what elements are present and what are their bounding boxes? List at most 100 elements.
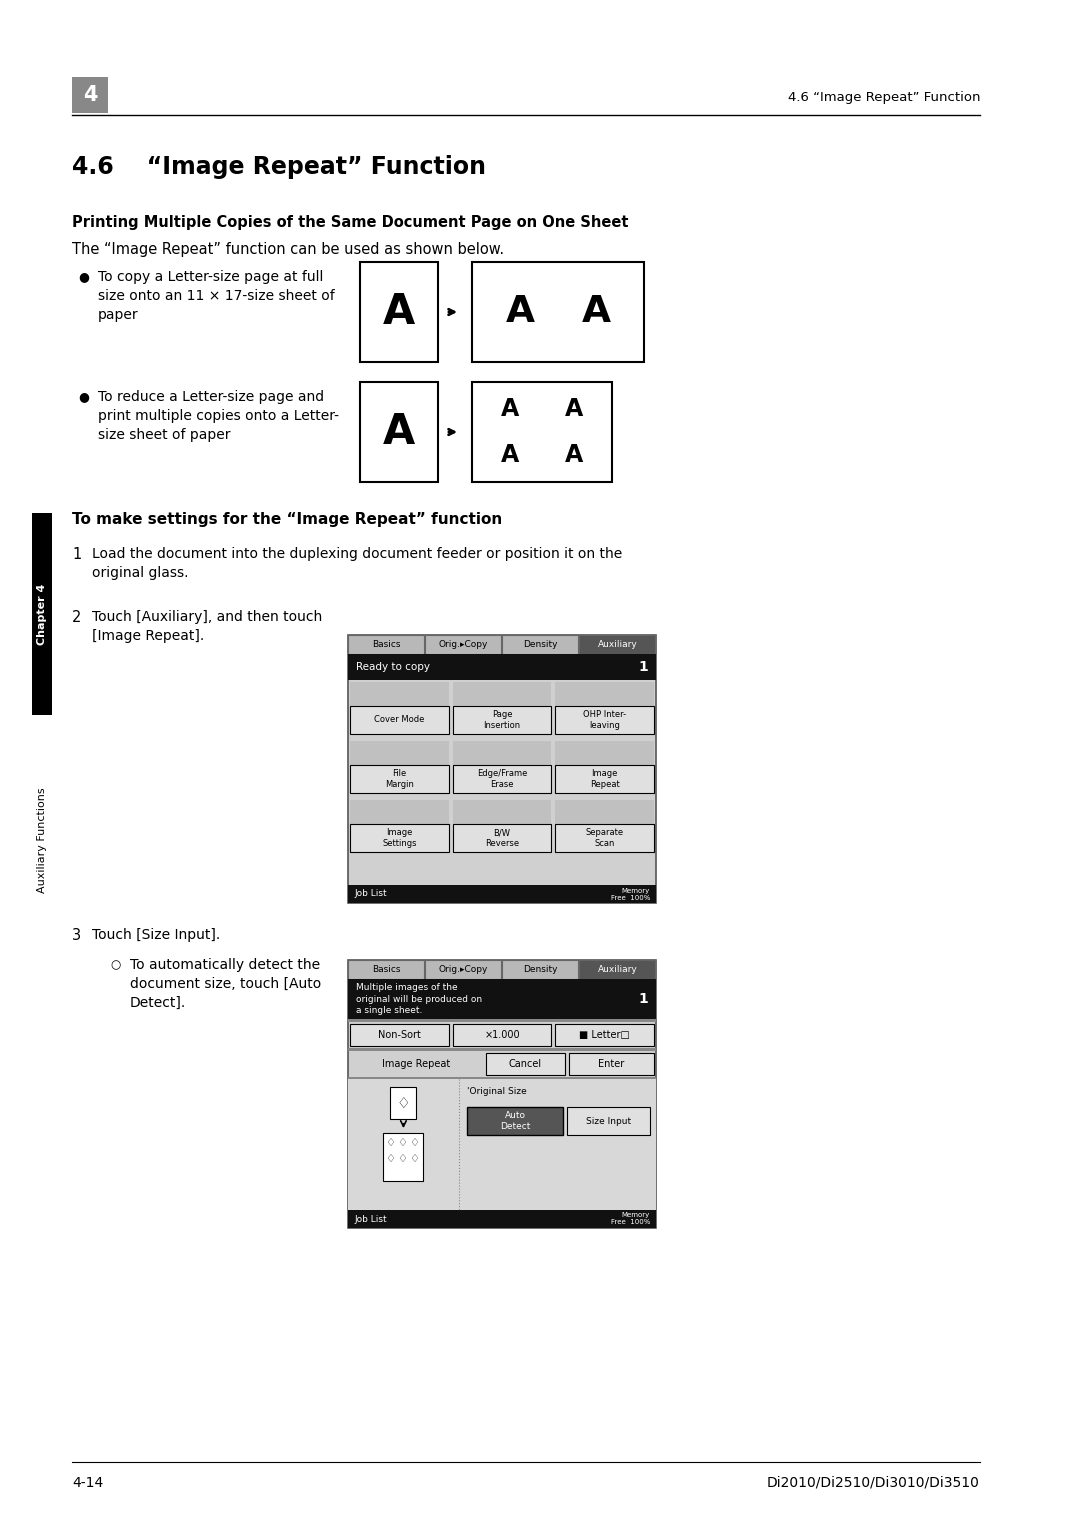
Bar [567,1106,650,1135]
Bar [453,1024,551,1047]
Text: Edge/Frame
Erase: Edge/Frame Erase [476,769,527,788]
Bar [348,654,656,680]
Text: To copy a Letter-size page at full
size onto an 11 × 17-size sheet of
paper: To copy a Letter-size page at full size … [98,270,335,322]
Bar [555,741,654,766]
Bar [459,1079,656,1210]
Text: ♢: ♢ [397,1154,407,1164]
Bar [453,741,551,766]
Text: Load the document into the duplexing document feeder or position it on the
origi: Load the document into the duplexing doc… [92,547,622,581]
Text: Image
Repeat: Image Repeat [590,769,620,788]
Text: ●: ● [78,390,89,403]
Text: ♢: ♢ [396,1096,410,1111]
Text: Image Repeat: Image Repeat [381,1059,450,1070]
Text: 4: 4 [83,86,97,105]
Bar [348,960,656,1229]
Text: Density: Density [523,640,557,649]
Text: Cover Mode: Cover Mode [374,715,424,724]
Bar [348,636,424,654]
Bar [348,960,424,979]
Bar [555,801,654,824]
Bar [72,76,108,113]
Text: A: A [505,293,535,330]
Bar [453,801,551,824]
Bar [555,1024,654,1047]
Text: ♢: ♢ [386,1154,395,1164]
Text: A: A [565,443,583,468]
Text: Touch [Auxiliary], and then touch
[Image Repeat].: Touch [Auxiliary], and then touch [Image… [92,610,322,643]
Text: A: A [581,293,610,330]
Bar [350,1024,448,1047]
Text: Chapter 4: Chapter 4 [37,584,48,645]
Text: Memory
Free  100%: Memory Free 100% [610,888,650,900]
Bar [453,766,551,793]
Text: Density: Density [523,966,557,973]
Text: OHP Inter-
leaving: OHP Inter- leaving [583,711,626,730]
Text: A: A [565,397,583,422]
Bar [472,382,612,481]
Bar [486,1053,565,1076]
Text: ♢: ♢ [409,1154,419,1164]
Text: Image
Settings: Image Settings [382,828,417,848]
Text: To make settings for the “Image Repeat” function: To make settings for the “Image Repeat” … [72,512,502,527]
Text: The “Image Repeat” function can be used as shown below.: The “Image Repeat” function can be used … [72,241,504,257]
Text: 2: 2 [72,610,81,625]
Bar [348,1210,656,1229]
Bar [426,636,501,654]
Bar [350,824,448,853]
Bar [453,824,551,853]
Text: File
Margin: File Margin [384,769,414,788]
Text: Non-Sort: Non-Sort [378,1030,421,1041]
Text: 'Original Size: 'Original Size [467,1086,527,1096]
Text: B/W
Reverse: B/W Reverse [485,828,519,848]
Bar [569,1053,654,1076]
Text: 4-14: 4-14 [72,1476,104,1490]
Bar [502,636,578,654]
Bar [348,979,656,1019]
Bar [555,824,654,853]
Text: ●: ● [78,270,89,283]
Text: Touch [Size Input].: Touch [Size Input]. [92,927,220,941]
Text: ♢: ♢ [397,1138,407,1148]
Text: ×1.000: ×1.000 [484,1030,519,1041]
Text: To reduce a Letter-size page and
print multiple copies onto a Letter-
size sheet: To reduce a Letter-size page and print m… [98,390,339,442]
Text: Di2010/Di2510/Di3010/Di3510: Di2010/Di2510/Di3010/Di3510 [767,1476,980,1490]
Text: A: A [501,443,518,468]
Bar [579,636,654,654]
Text: Basics: Basics [373,640,401,649]
Bar [350,801,448,824]
Text: Size Input: Size Input [586,1117,631,1126]
Bar [467,1106,564,1135]
Bar [555,706,654,733]
Text: 4.6    “Image Repeat” Function: 4.6 “Image Repeat” Function [72,154,486,179]
Text: Job List: Job List [354,889,387,898]
Text: ♢: ♢ [409,1138,419,1148]
Bar [453,706,551,733]
Bar [32,513,52,715]
Bar [555,766,654,793]
Text: Auto
Detect: Auto Detect [500,1111,530,1131]
Bar [360,382,438,481]
Text: ○: ○ [110,958,120,970]
Bar [453,681,551,706]
Bar [383,1132,423,1181]
Bar [555,681,654,706]
Bar [348,1077,656,1079]
Text: Auxiliary Functions: Auxiliary Functions [37,787,48,892]
Text: ■ Letter□: ■ Letter□ [579,1030,630,1041]
Bar [348,636,656,903]
Text: Page
Insertion: Page Insertion [484,711,521,730]
Text: ♢: ♢ [386,1138,395,1148]
Text: 3: 3 [72,927,81,943]
Text: Job List: Job List [354,1215,387,1224]
Text: A: A [383,290,415,333]
Bar [350,741,448,766]
Text: Orig.▸Copy: Orig.▸Copy [438,966,488,973]
Text: Cancel: Cancel [509,1059,542,1070]
Text: Auxiliary: Auxiliary [597,966,637,973]
Text: Orig.▸Copy: Orig.▸Copy [438,640,488,649]
Bar [579,960,654,979]
Text: Printing Multiple Copies of the Same Document Page on One Sheet: Printing Multiple Copies of the Same Doc… [72,215,629,231]
Bar [391,1086,417,1118]
Text: 1: 1 [638,992,648,1005]
Bar [348,1048,656,1051]
